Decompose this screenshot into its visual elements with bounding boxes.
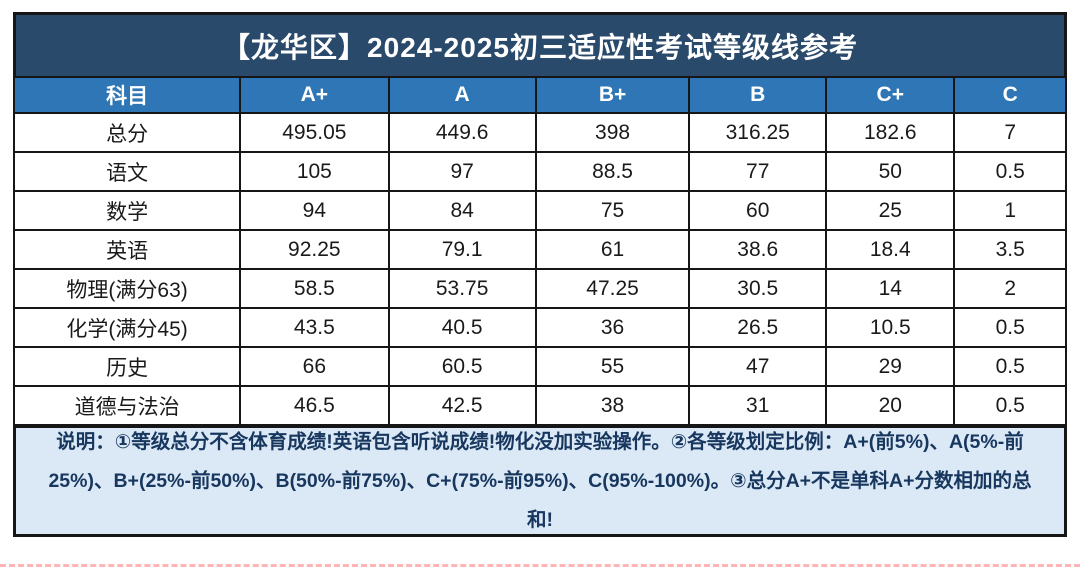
value-cell: 47.25: [534, 268, 691, 309]
value-cell: 60: [688, 190, 828, 231]
value-cell: 58.5: [239, 268, 390, 309]
value-cell: 43.5: [239, 307, 390, 348]
title-bar: 【龙华区】2024-2025初三适应性考试等级线参考: [13, 12, 1067, 79]
value-cell: 50: [825, 151, 956, 192]
value-cell: 316.25: [688, 112, 828, 153]
header-cell-a-plus: A+: [239, 76, 390, 114]
value-cell: 61: [534, 229, 691, 270]
header-cell-a: A: [387, 76, 537, 114]
page-title: 【龙华区】2024-2025初三适应性考试等级线参考: [222, 31, 858, 63]
value-cell: 31: [688, 385, 828, 426]
subject-cell: 物理(满分63): [12, 268, 242, 309]
table-row: 英语 92.25 79.1 61 38.6 18.4 3.5: [12, 229, 1067, 270]
table-row: 化学(满分45) 43.5 40.5 36 26.5 10.5 0.5: [12, 307, 1067, 348]
header-cell-b: B: [688, 76, 828, 114]
value-cell: 0.5: [953, 346, 1067, 387]
value-cell: 53.75: [387, 268, 537, 309]
value-cell: 25: [825, 190, 956, 231]
value-cell: 2: [953, 268, 1067, 309]
table-row: 物理(满分63) 58.5 53.75 47.25 30.5 14 2: [12, 268, 1067, 309]
value-cell: 182.6: [825, 112, 956, 153]
value-cell: 55: [534, 346, 691, 387]
value-cell: 92.25: [239, 229, 390, 270]
subject-cell: 数学: [12, 190, 242, 231]
value-cell: 0.5: [953, 385, 1067, 426]
value-cell: 38.6: [688, 229, 828, 270]
value-cell: 0.5: [953, 151, 1067, 192]
red-dashed-underline: [0, 564, 1080, 567]
value-cell: 1: [953, 190, 1067, 231]
value-cell: 77: [688, 151, 828, 192]
value-cell: 66: [239, 346, 390, 387]
value-cell: 97: [387, 151, 537, 192]
note-box: 说明：①等级总分不含体育成绩!英语包含听说成绩!物化没加实验操作。②各等级划定比…: [13, 425, 1067, 537]
table-row: 总分 495.05 449.6 398 316.25 182.6 7: [12, 112, 1067, 153]
value-cell: 84: [387, 190, 537, 231]
table-row: 道德与法治 46.5 42.5 38 31 20 0.5: [12, 385, 1067, 426]
value-cell: 29: [825, 346, 956, 387]
value-cell: 42.5: [387, 385, 537, 426]
value-cell: 26.5: [688, 307, 828, 348]
header-cell-c-plus: C+: [825, 76, 956, 114]
subject-cell: 语文: [12, 151, 242, 192]
value-cell: 3.5: [953, 229, 1067, 270]
value-cell: 75: [534, 190, 691, 231]
subject-cell: 历史: [12, 346, 242, 387]
value-cell: 47: [688, 346, 828, 387]
header-cell-b-plus: B+: [534, 76, 691, 114]
grade-table: 科目 A+ A B+ B C+ C 总分 495.05 449.6 398 31…: [12, 76, 1067, 426]
value-cell: 7: [953, 112, 1067, 153]
value-cell: 79.1: [387, 229, 537, 270]
subject-cell: 化学(满分45): [12, 307, 242, 348]
table-row: 语文 105 97 88.5 77 50 0.5: [12, 151, 1067, 192]
value-cell: 30.5: [688, 268, 828, 309]
value-cell: 38: [534, 385, 691, 426]
table-row: 数学 94 84 75 60 25 1: [12, 190, 1067, 231]
value-cell: 0.5: [953, 307, 1067, 348]
value-cell: 449.6: [387, 112, 537, 153]
subject-cell: 总分: [12, 112, 242, 153]
note-text: 说明：①等级总分不含体育成绩!英语包含听说成绩!物化没加实验操作。②各等级划定比…: [48, 430, 1032, 531]
value-cell: 94: [239, 190, 390, 231]
table-header-row: 科目 A+ A B+ B C+ C: [12, 76, 1067, 114]
subject-cell: 道德与法治: [12, 385, 242, 426]
value-cell: 495.05: [239, 112, 390, 153]
subject-cell: 英语: [12, 229, 242, 270]
header-cell-c: C: [953, 76, 1067, 114]
value-cell: 40.5: [387, 307, 537, 348]
value-cell: 88.5: [534, 151, 691, 192]
value-cell: 36: [534, 307, 691, 348]
table-row: 历史 66 60.5 55 47 29 0.5: [12, 346, 1067, 387]
value-cell: 18.4: [825, 229, 956, 270]
value-cell: 46.5: [239, 385, 390, 426]
value-cell: 14: [825, 268, 956, 309]
value-cell: 10.5: [825, 307, 956, 348]
header-cell-subject: 科目: [12, 76, 242, 114]
value-cell: 105: [239, 151, 390, 192]
value-cell: 20: [825, 385, 956, 426]
value-cell: 60.5: [387, 346, 537, 387]
value-cell: 398: [534, 112, 691, 153]
